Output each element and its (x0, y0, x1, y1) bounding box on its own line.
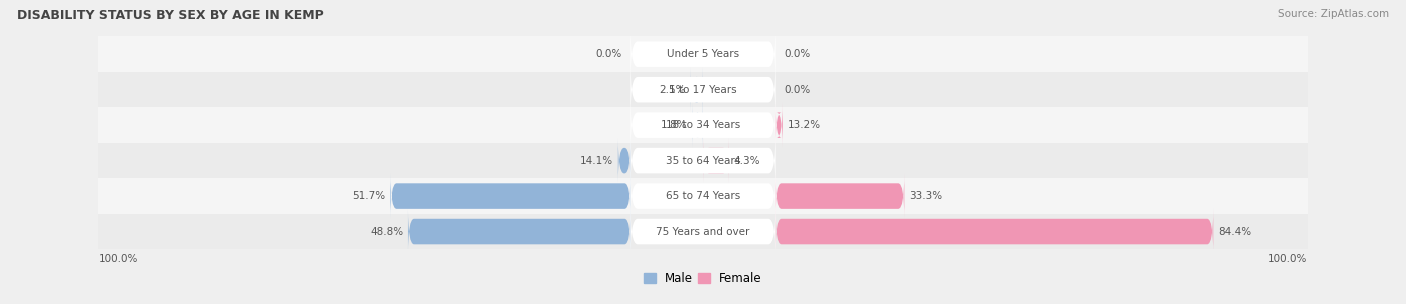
FancyBboxPatch shape (630, 24, 776, 84)
FancyBboxPatch shape (630, 95, 776, 155)
Text: 100.0%: 100.0% (98, 254, 138, 264)
FancyBboxPatch shape (690, 67, 703, 112)
FancyBboxPatch shape (776, 173, 904, 219)
Text: 5 to 17 Years: 5 to 17 Years (669, 85, 737, 95)
Text: 51.7%: 51.7% (353, 191, 385, 201)
FancyBboxPatch shape (98, 214, 1308, 249)
Text: Under 5 Years: Under 5 Years (666, 49, 740, 59)
Text: 14.1%: 14.1% (579, 156, 613, 166)
FancyBboxPatch shape (630, 131, 776, 190)
Legend: Male, Female: Male, Female (640, 268, 766, 290)
Text: 2.1%: 2.1% (659, 85, 686, 95)
Text: 75 Years and over: 75 Years and over (657, 226, 749, 237)
FancyBboxPatch shape (98, 143, 1308, 178)
FancyBboxPatch shape (630, 202, 776, 261)
Text: 13.2%: 13.2% (787, 120, 821, 130)
Text: 0.0%: 0.0% (595, 49, 621, 59)
Text: 84.4%: 84.4% (1218, 226, 1251, 237)
FancyBboxPatch shape (98, 72, 1308, 107)
FancyBboxPatch shape (692, 102, 703, 148)
Text: 0.0%: 0.0% (785, 49, 811, 59)
Text: 4.3%: 4.3% (734, 156, 761, 166)
FancyBboxPatch shape (391, 173, 630, 219)
Text: 48.8%: 48.8% (370, 226, 404, 237)
FancyBboxPatch shape (408, 209, 630, 254)
Text: 65 to 74 Years: 65 to 74 Years (666, 191, 740, 201)
Text: 1.8%: 1.8% (661, 120, 688, 130)
Text: 33.3%: 33.3% (910, 191, 942, 201)
Text: 100.0%: 100.0% (1268, 254, 1308, 264)
FancyBboxPatch shape (617, 138, 630, 183)
Text: Source: ZipAtlas.com: Source: ZipAtlas.com (1278, 9, 1389, 19)
FancyBboxPatch shape (98, 36, 1308, 72)
FancyBboxPatch shape (776, 209, 1213, 254)
FancyBboxPatch shape (98, 178, 1308, 214)
FancyBboxPatch shape (776, 102, 783, 148)
Text: DISABILITY STATUS BY SEX BY AGE IN KEMP: DISABILITY STATUS BY SEX BY AGE IN KEMP (17, 9, 323, 22)
Text: 0.0%: 0.0% (785, 85, 811, 95)
Text: 18 to 34 Years: 18 to 34 Years (666, 120, 740, 130)
FancyBboxPatch shape (703, 138, 728, 183)
FancyBboxPatch shape (630, 60, 776, 119)
Text: 35 to 64 Years: 35 to 64 Years (666, 156, 740, 166)
FancyBboxPatch shape (98, 107, 1308, 143)
FancyBboxPatch shape (630, 166, 776, 226)
